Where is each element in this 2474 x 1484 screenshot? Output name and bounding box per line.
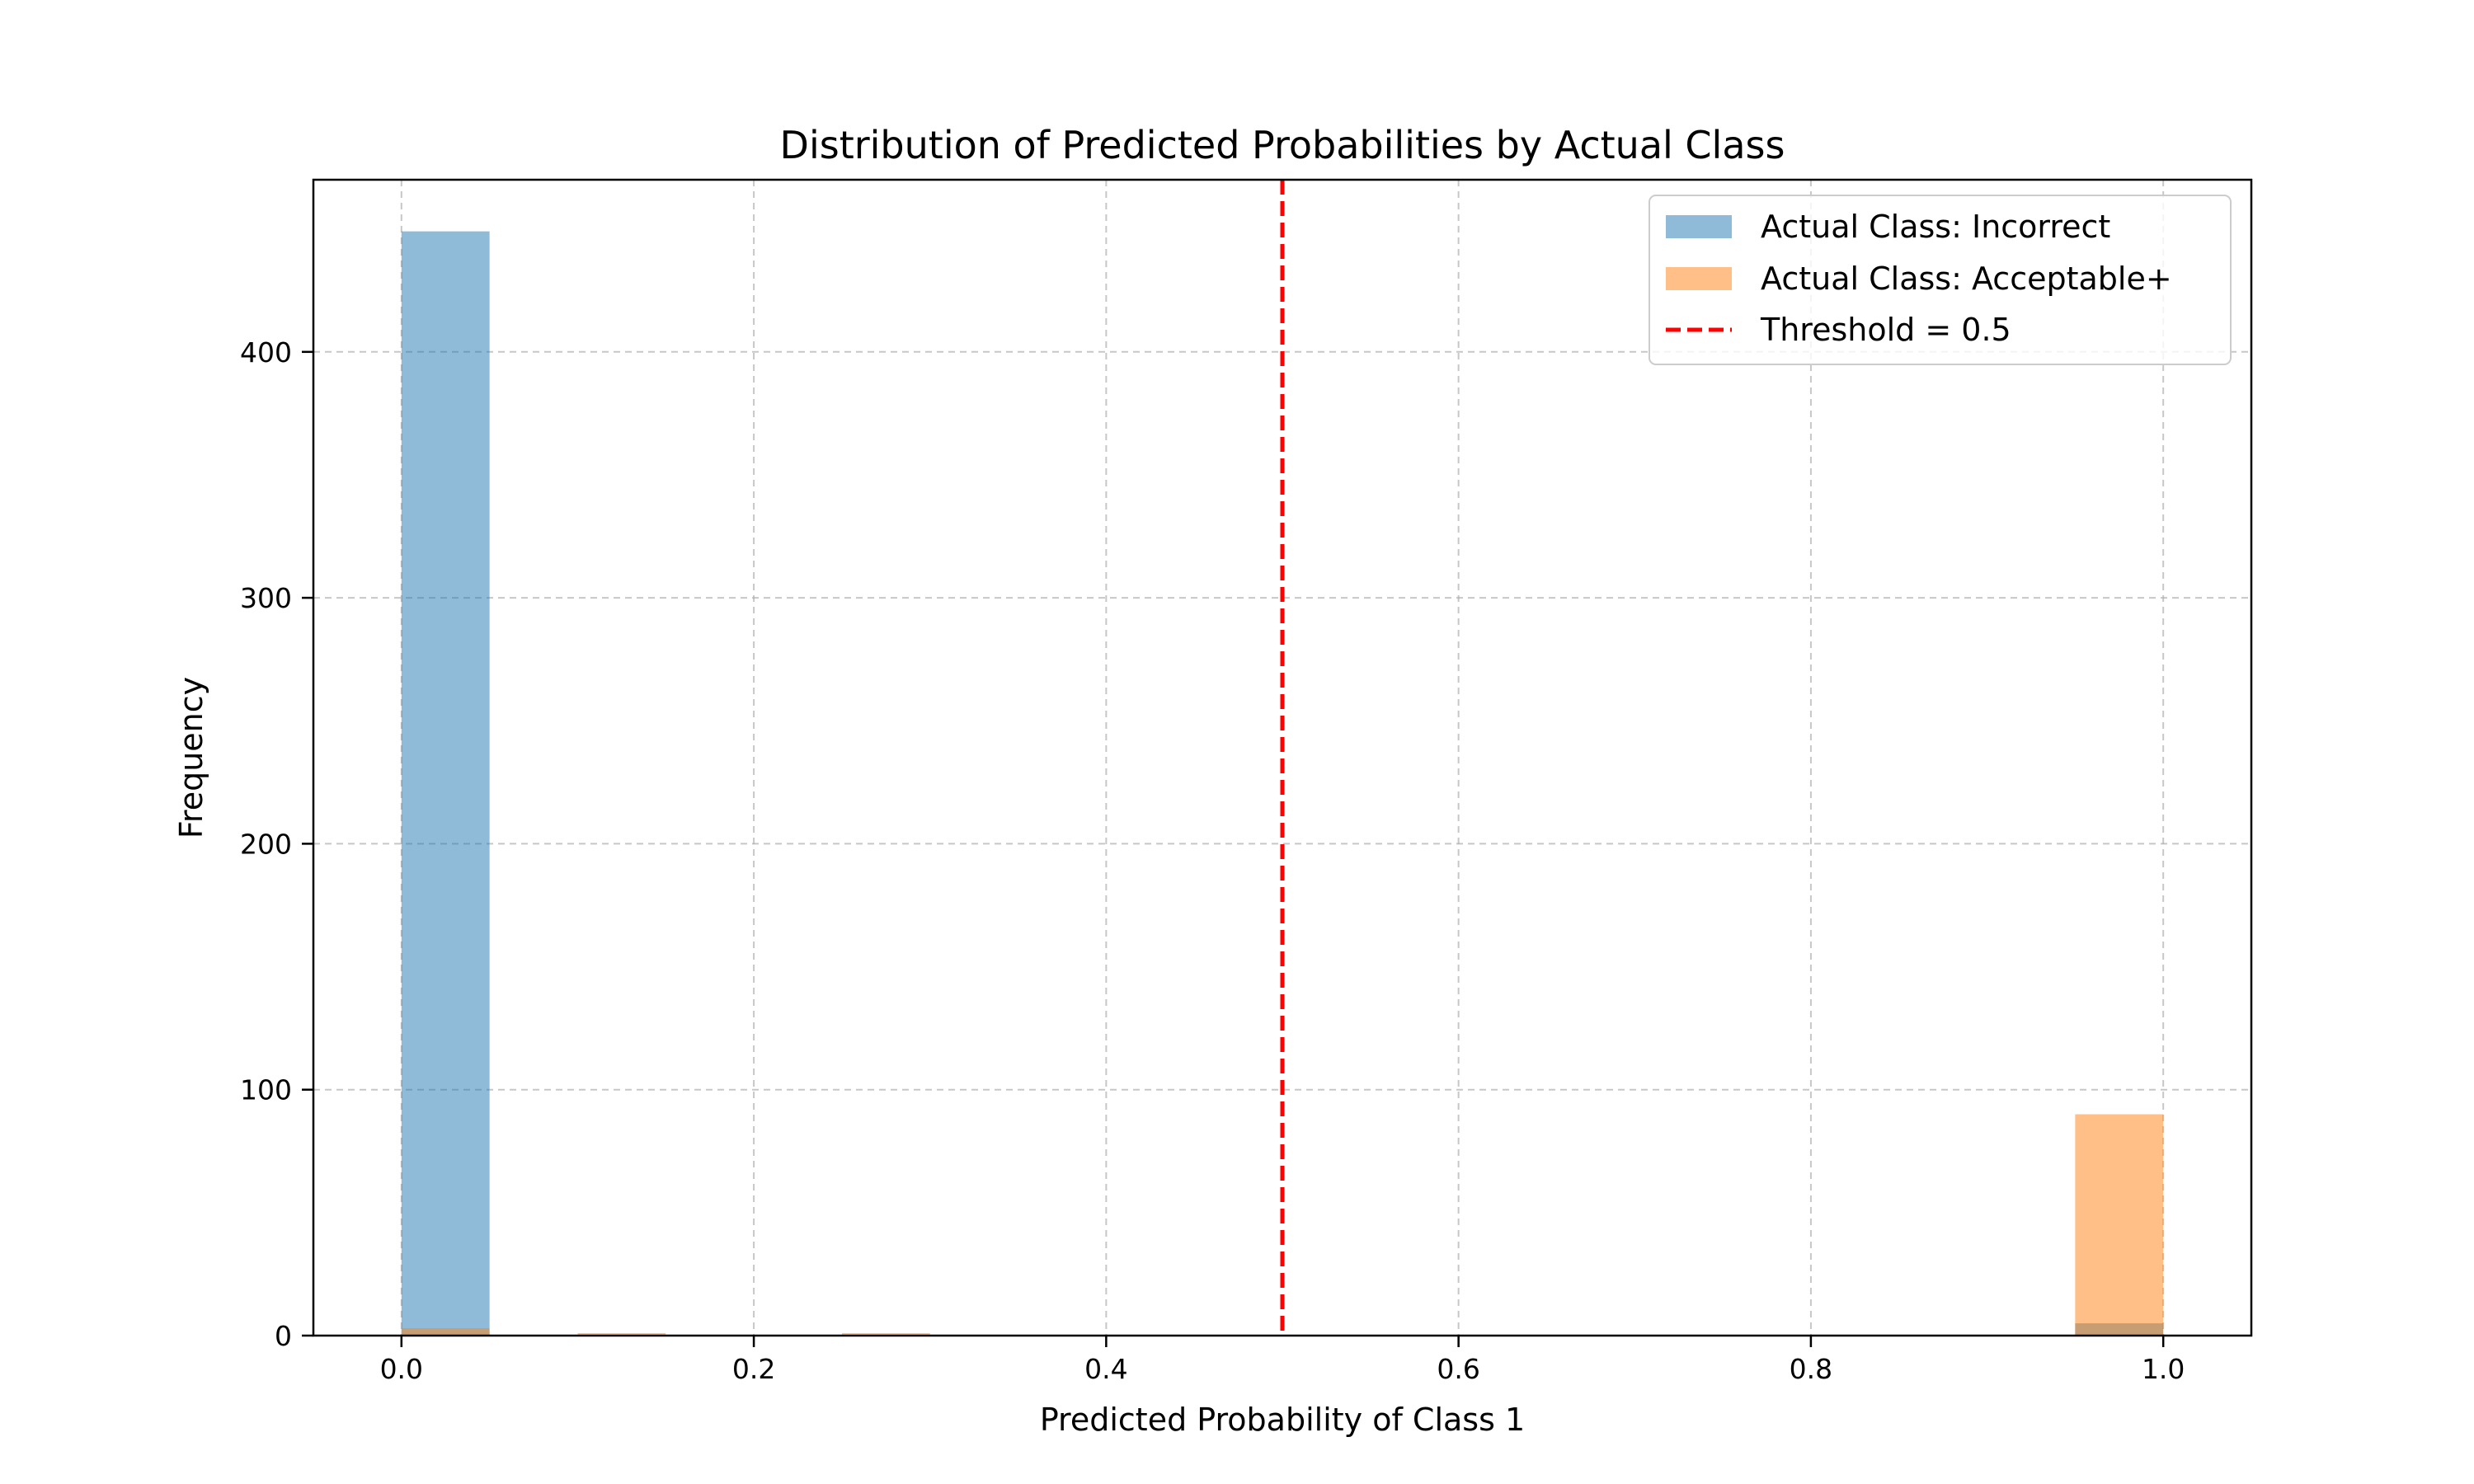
x-axis-ticks: 0.0 0.2 0.4 0.6 0.8 1.0 (380, 1336, 2185, 1385)
histogram-bars (401, 231, 2164, 1336)
y-tick-label: 300 (240, 582, 292, 614)
x-tick-label: 0.8 (1790, 1353, 1832, 1385)
legend-swatch (1666, 267, 1732, 290)
legend-label: Threshold = 0.5 (1760, 312, 2011, 348)
histogram-bar-series-0 (401, 231, 490, 1336)
x-tick-label: 0.0 (380, 1353, 423, 1385)
legend-frame (1649, 195, 2232, 365)
y-tick-label: 100 (240, 1074, 292, 1106)
plot-frame (312, 178, 2253, 1337)
x-tick-label: 0.4 (1084, 1353, 1127, 1385)
x-tick-label: 0.6 (1437, 1353, 1479, 1385)
y-tick-label: 0 (275, 1320, 292, 1352)
x-tick-label: 1.0 (2142, 1353, 2185, 1385)
y-axis-label: Frequency (173, 677, 209, 838)
legend-label: Actual Class: Incorrect (1761, 209, 2110, 245)
y-tick-label: 400 (240, 336, 292, 369)
legend: Actual Class: Incorrect Actual Class: Acc… (1649, 195, 2232, 365)
y-tick-label: 200 (240, 828, 292, 860)
chart-title: Distribution of Predicted Probabilities … (780, 123, 1785, 167)
histogram-bar-series-1 (577, 1333, 666, 1336)
histogram-bar-series-1 (401, 1328, 490, 1336)
x-axis-label: Predicted Probability of Class 1 (1040, 1402, 1525, 1438)
legend-swatch (1666, 215, 1732, 238)
y-axis-ticks: 0 100 200 300 400 (240, 336, 313, 1352)
histogram-bar-series-1 (2075, 1114, 2164, 1336)
legend-label: Actual Class: Acceptable+ (1761, 261, 2172, 297)
x-tick-label: 0.2 (732, 1353, 775, 1385)
histogram-bar-series-1 (841, 1333, 930, 1336)
